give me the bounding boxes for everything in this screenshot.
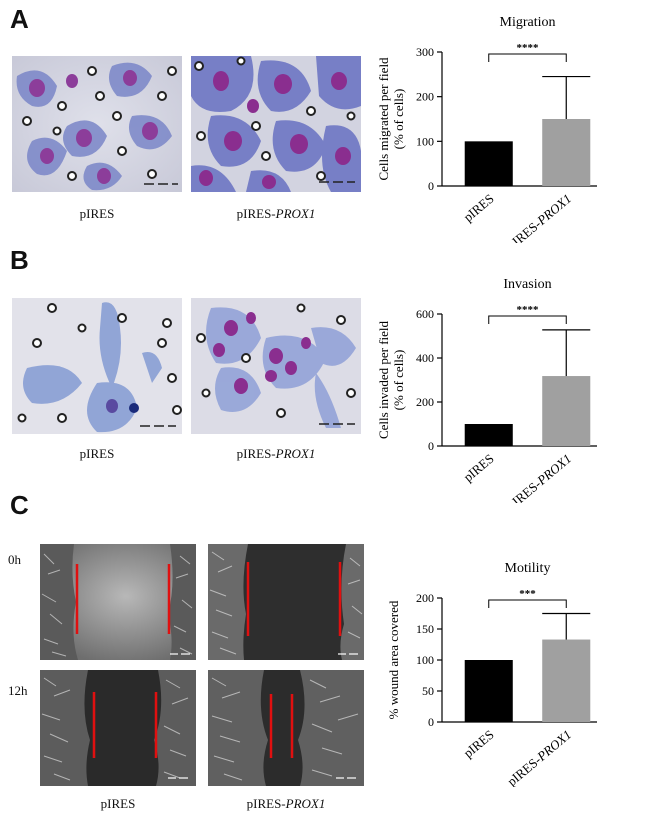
significance-label: **** [517, 42, 540, 54]
bar-pIRES-PROX1 [542, 376, 591, 446]
y-tick-label: 150 [416, 622, 434, 636]
chart-title: Migration [500, 15, 556, 30]
x-tick-label: pIRES [460, 727, 496, 761]
caption-a-pires-prox1: pIRES-PROX1 [236, 206, 316, 221]
migration-chart: Migration 0 100 200 300 Cells migrated per fi… [376, 15, 597, 243]
y-tick-label: 0 [428, 179, 434, 193]
y-axis-label: % wound area covered [386, 600, 401, 719]
significance-bracket [488, 599, 567, 608]
panel-letter-c: C [10, 490, 29, 520]
wound-image-pires-prox1-0h [208, 544, 364, 660]
panel-letter-a: A [10, 4, 29, 34]
motility-chart: Motility 0 50 100 150 200 % wound area covered… [386, 561, 597, 787]
micrograph-b-pires-prox1 [191, 298, 361, 434]
y-tick-label: 200 [416, 591, 434, 605]
significance-bracket [488, 315, 567, 324]
bar-pIRES-PROX1 [542, 119, 591, 186]
y-tick-label: 0 [428, 439, 434, 453]
y-tick-label: 0 [428, 715, 434, 729]
y-tick-label: 400 [416, 351, 434, 365]
micrograph-a-pires-prox1 [191, 56, 361, 192]
caption-c-pires: pIRES [100, 796, 136, 811]
y-tick-label: 300 [416, 45, 434, 59]
caption-c-pires-prox1: pIRES-PROX1 [246, 796, 326, 811]
x-tick-label: pIRES-PROX1 [504, 451, 574, 503]
bar-pIRES-PROX1 [542, 639, 591, 722]
x-tick-label: pIRES-PROX1 [504, 191, 574, 243]
y-tick-label: 200 [416, 395, 434, 409]
x-tick-label: pIRES [460, 191, 496, 225]
caption-a-pires: pIRES [79, 206, 115, 221]
significance-label: *** [519, 588, 536, 600]
row-label-12h: 12h [8, 683, 28, 698]
x-tick-label: pIRES-PROX1 [504, 727, 574, 787]
chart-title: Invasion [503, 277, 551, 292]
y-axis-label: (% of cells) [391, 89, 406, 150]
micrograph-a-pires [12, 56, 182, 192]
y-axis-label: Cells invaded per field [376, 320, 391, 439]
y-tick-label: 100 [416, 653, 434, 667]
panel-letter-b: B [10, 245, 29, 275]
invasion-chart: Invasion 0 200 400 600 Cells invaded per fiel… [376, 277, 597, 503]
bar-pIRES [464, 660, 513, 722]
x-tick-label: pIRES [460, 451, 496, 485]
y-tick-label: 600 [416, 307, 434, 321]
wound-image-pires-12h [40, 670, 196, 786]
y-tick-label: 100 [416, 134, 434, 148]
wound-image-pires-0h [40, 544, 196, 660]
bar-pIRES [464, 424, 513, 446]
y-axis-label: Cells migrated per field [376, 57, 391, 181]
y-tick-label: 50 [422, 684, 434, 698]
micrograph-b-pires [12, 298, 182, 434]
row-label-0h: 0h [8, 552, 21, 567]
significance-label: **** [517, 304, 540, 316]
y-tick-label: 200 [416, 90, 434, 104]
chart-title: Motility [505, 561, 551, 576]
y-axis-label: (% of cells) [391, 350, 406, 411]
bar-pIRES [464, 141, 513, 186]
caption-b-pires-prox1: pIRES-PROX1 [236, 446, 316, 461]
caption-b-pires: pIRES [79, 446, 115, 461]
wound-image-pires-prox1-12h [208, 670, 364, 786]
significance-bracket [488, 53, 567, 62]
